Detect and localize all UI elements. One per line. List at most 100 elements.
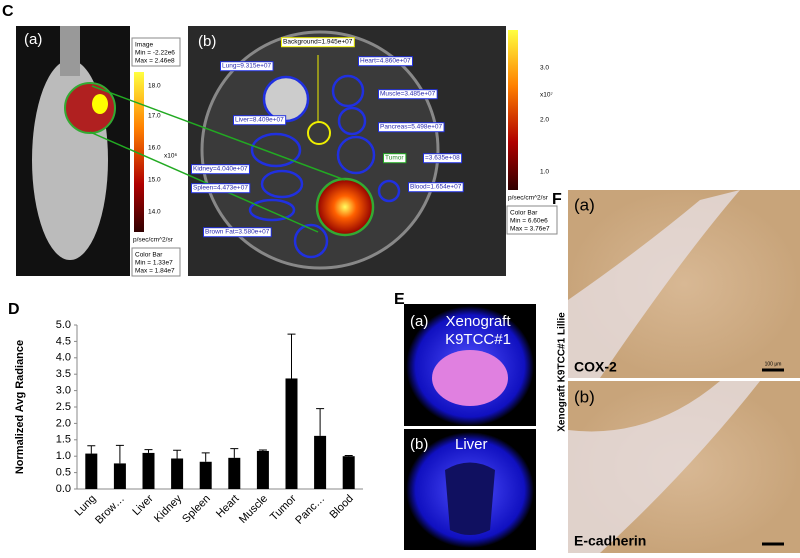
error-bar xyxy=(173,449,182,459)
scale-exp: x10⁷ xyxy=(540,92,553,99)
label-box xyxy=(378,89,438,100)
x-tick-label: Liver xyxy=(130,492,156,518)
info-box xyxy=(506,205,558,235)
label-box xyxy=(191,183,251,194)
scale-tick: 3.0 xyxy=(540,65,549,72)
bar xyxy=(142,452,155,489)
side-label: Xenograft K9TCC#1 Lillie xyxy=(557,312,568,432)
stroma xyxy=(568,190,740,378)
y-tick-label: 5.0 xyxy=(56,319,71,331)
y-tick-label: 4.5 xyxy=(56,335,71,347)
error-bar xyxy=(115,444,124,464)
roi-label: Liver=8.409e+07 xyxy=(235,117,284,124)
roi-label: Pancreas=5.498e+07 xyxy=(380,124,443,131)
subpanel-label: (a) xyxy=(24,31,42,48)
info-text: Max = 3.76e7 xyxy=(510,226,550,233)
roi-label: Kidney=4.040e+07 xyxy=(193,166,248,173)
y-tick-label: 0.0 xyxy=(56,483,71,495)
x-tick-label: Brow… xyxy=(93,493,127,527)
color-bar xyxy=(134,72,144,232)
label-box xyxy=(358,56,413,67)
roi-label: =3.635e+08 xyxy=(425,155,460,162)
info-box xyxy=(131,37,181,67)
tumor-roi xyxy=(315,177,375,237)
bar xyxy=(285,378,298,489)
link xyxy=(89,131,319,233)
roi-label: Muscle=3.485e+07 xyxy=(380,91,436,98)
info-text: Max = 2.46e8 xyxy=(135,58,175,65)
y-tick-label: 2.5 xyxy=(56,401,71,413)
subpanel-label: (b) xyxy=(410,436,428,453)
bar-chart: 0.0 0.5 1.0 1.5 2.0 2.5 3.0 3.5 4.0 4.5 5.0 LungBro… xyxy=(56,319,363,527)
scale-tick: 18.0 xyxy=(148,83,161,90)
panel-label: C xyxy=(2,3,14,20)
image-title: K9TCC#1 xyxy=(445,331,511,348)
scale-tick: 2.0 xyxy=(540,117,549,124)
scale-exp: x10⁶ xyxy=(164,153,177,160)
error-bar xyxy=(316,408,325,436)
roi-label: Spleen=4.473e+07 xyxy=(193,185,248,192)
label-box xyxy=(203,227,272,238)
stain-label: E-cadherin xyxy=(574,533,646,549)
liver-tissue xyxy=(445,462,495,535)
stroma xyxy=(568,381,760,553)
scale-unit: p/sec/cm^2/sr xyxy=(133,237,174,244)
label-box xyxy=(233,115,287,126)
image-title: Xenograft xyxy=(445,313,511,330)
image-title: Liver xyxy=(455,436,488,453)
info-text: Min = 1.33e7 xyxy=(135,260,173,267)
roi-circles xyxy=(248,74,401,259)
roi-label: Brown Fat=3.580e+07 xyxy=(205,229,270,236)
y-tick-label: 1.5 xyxy=(56,434,71,446)
tumor-signal xyxy=(64,82,116,134)
scale-unit: p/sec/cm^2/sr xyxy=(508,195,549,202)
error-bar xyxy=(201,452,210,462)
y-tick-label: 1.0 xyxy=(56,450,71,462)
stain-label: COX-2 xyxy=(574,359,617,375)
label-box xyxy=(423,153,463,164)
panel-label: D xyxy=(8,301,20,318)
x-tick-label: Kidney xyxy=(152,492,185,525)
bar xyxy=(113,463,126,489)
x-tick-label: Lung xyxy=(73,493,99,519)
x-tick-label: Muscle xyxy=(237,493,270,526)
roi-label: Background=1.945e+07 xyxy=(283,39,353,46)
info-text: Min = 6.60e6 xyxy=(510,218,548,225)
error-bar xyxy=(344,455,353,457)
label-box xyxy=(383,153,407,164)
error-bar xyxy=(230,448,239,458)
scale-tick: 15.0 xyxy=(148,177,161,184)
bar xyxy=(199,461,212,489)
panel-label: F xyxy=(552,191,562,208)
bar xyxy=(256,450,269,489)
scale-tick: 1.0 xyxy=(540,169,549,176)
roi-label: Tumor xyxy=(385,155,404,162)
label-box xyxy=(378,122,445,133)
tumor-hot xyxy=(92,94,108,114)
info-text: Min = -2.22e6 xyxy=(135,50,175,57)
x-tick-label: Panc… xyxy=(293,493,327,527)
roi-label: Lung=9.315e+07 xyxy=(222,63,272,70)
y-tick-label: 4.0 xyxy=(56,352,71,364)
bar xyxy=(314,435,327,489)
error-bar xyxy=(144,449,153,453)
bar xyxy=(228,457,241,489)
panel-label: E xyxy=(394,291,405,308)
y-tick-label: 2.0 xyxy=(56,417,71,429)
color-bar xyxy=(508,30,518,190)
info-text: Max = 1.84e7 xyxy=(135,268,175,275)
subpanel-label: (a) xyxy=(410,313,428,330)
scale-tick: 16.0 xyxy=(148,145,161,152)
bar xyxy=(171,458,184,489)
label-box xyxy=(220,61,274,72)
roi-label: Blood=1.654e+07 xyxy=(410,184,462,191)
subpanel-label: (a) xyxy=(574,195,595,214)
background-roi xyxy=(307,121,331,145)
y-tick-label: 3.5 xyxy=(56,368,71,380)
y-axis-label: Normalized Avg Radiance xyxy=(14,340,26,474)
x-tick-label: Spleen xyxy=(180,493,213,526)
y-tick-label: 0.5 xyxy=(56,467,71,479)
info-box xyxy=(131,247,181,277)
scale-text: 100 μm xyxy=(765,361,782,367)
